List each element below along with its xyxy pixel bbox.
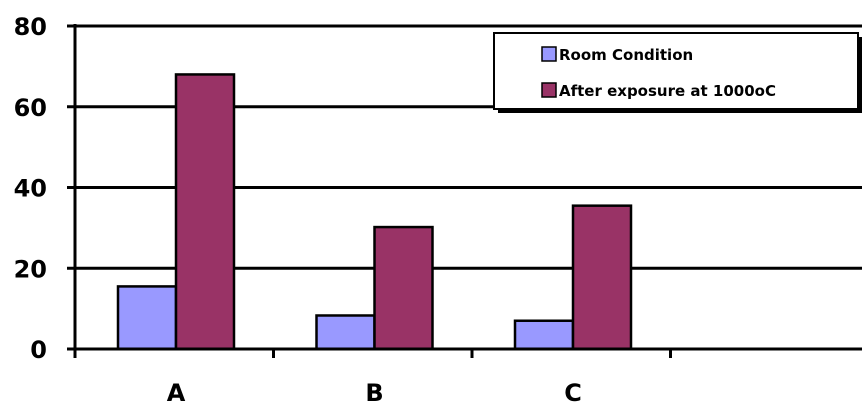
bar-after-exposure: [373, 225, 434, 351]
bar-after-exposure: [174, 73, 236, 351]
y-tick-label: 60: [14, 94, 47, 122]
y-tick-label: 20: [14, 255, 47, 283]
bars: [116, 73, 633, 351]
legend: Room Condition After exposure at 1000oC: [493, 32, 862, 113]
bar-after-exposure: [571, 204, 633, 351]
y-tick-label: 0: [30, 336, 47, 364]
legend-swatch-room-condition: [541, 46, 557, 62]
y-tick-label: 40: [14, 175, 47, 203]
category-label: B: [365, 379, 383, 406]
bar-room-condition: [315, 314, 376, 351]
legend-swatch-after-exposure: [541, 82, 557, 98]
bar-room-condition: [116, 285, 178, 351]
category-labels: A B C: [167, 379, 582, 406]
legend-label-room-condition: Room Condition: [559, 46, 693, 64]
axes: [67, 24, 862, 358]
category-label: A: [167, 379, 186, 406]
category-label: C: [564, 379, 582, 406]
y-tick-label: 80: [14, 13, 47, 41]
legend-label-after-exposure: After exposure at 1000oC: [559, 82, 776, 100]
bar-room-condition: [513, 319, 575, 351]
y-tick-labels: 0 20 40 60 80: [14, 13, 47, 364]
